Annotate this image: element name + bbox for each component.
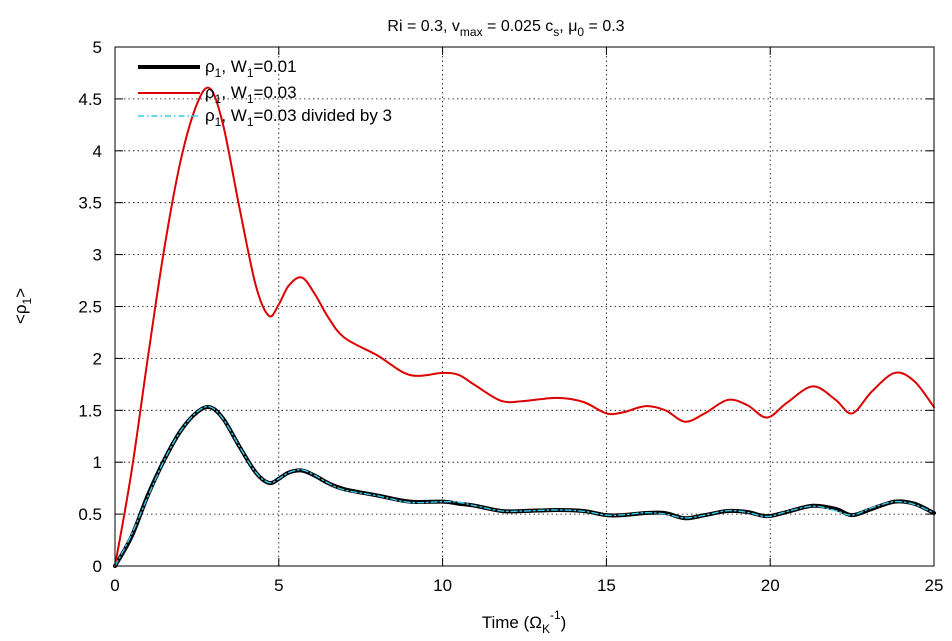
y-tick-label: 2 <box>93 349 102 368</box>
y-tick-label: 4.5 <box>78 90 102 109</box>
x-tick-label: 20 <box>761 576 780 595</box>
y-tick-label: 5 <box>93 38 102 57</box>
x-tick-label: 5 <box>274 576 283 595</box>
legend-label-w003: ρ1, W1=0.03 <box>205 83 297 106</box>
x-tick-label: 15 <box>597 576 616 595</box>
y-tick-label: 2.5 <box>78 298 102 317</box>
title-sub-s: s <box>553 25 559 39</box>
x-tick-label: 25 <box>925 576 944 595</box>
title-sub-0: 0 <box>577 25 584 39</box>
series-line-w001 <box>113 404 936 568</box>
plot-frame <box>114 46 935 567</box>
x-tick-label: 0 <box>110 576 119 595</box>
y-tick-labels: 0 0.5 1 1.5 2 2.5 3 3.5 4 4.5 5 <box>78 38 102 576</box>
x-axis-label: Time (ΩK-1) <box>482 608 567 636</box>
chart-title: Ri = 0.3, vmax = 0.025 cs, μ0 = 0.3 <box>387 18 624 39</box>
y-tick-label: 3.5 <box>78 194 102 213</box>
legend-label-w003-div3: ρ1, W1=0.03 divided by 3 <box>205 106 392 129</box>
x-tick-label: 10 <box>433 576 452 595</box>
x-tick-labels: 0 5 10 15 20 25 <box>110 576 943 595</box>
y-axis-label: <ρ1> <box>11 288 34 324</box>
y-tick-label: 1 <box>93 453 102 472</box>
series-line-w003-div3 <box>114 405 935 567</box>
legend: ρ1, W1=0.01 ρ1, W1=0.03 ρ1, W1=0.03 divi… <box>138 57 392 129</box>
y-tick-label: 0 <box>93 557 102 576</box>
title-sub-max: max <box>460 25 483 39</box>
series-line-w003 <box>114 86 935 567</box>
legend-label-w001: ρ1, W1=0.01 <box>205 57 297 80</box>
y-tick-label: 0.5 <box>78 505 102 524</box>
y-tick-label: 1.5 <box>78 401 102 420</box>
data-series <box>113 86 936 568</box>
y-tick-label: 3 <box>93 246 102 265</box>
y-tick-label: 4 <box>93 142 102 161</box>
